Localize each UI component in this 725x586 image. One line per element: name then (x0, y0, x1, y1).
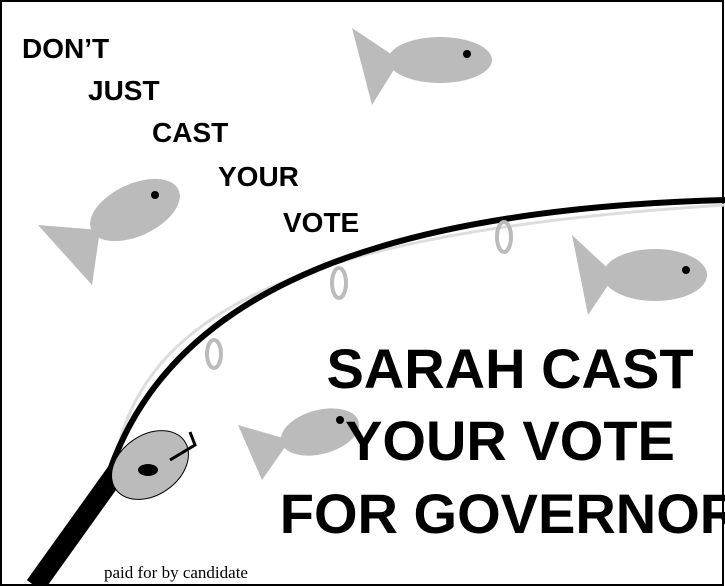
headline-line: YOUR VOTE (345, 409, 675, 472)
tagline-word: DON’T (22, 33, 109, 64)
fish-eye (463, 50, 471, 58)
tagline-word: VOTE (283, 207, 359, 238)
fish-eye (336, 416, 344, 424)
tagline-word: JUST (88, 75, 160, 106)
tagline-word: YOUR (218, 161, 299, 192)
headline-line: SARAH CAST (326, 337, 693, 400)
reel-knob (138, 464, 158, 476)
poster: DON’T JUST CAST YOUR VOTE SARAH CAST YOU… (0, 0, 725, 586)
headline-line: FOR GOVERNOR (280, 482, 725, 545)
fish-eye (682, 266, 690, 274)
disclaimer: paid for by candidate (104, 563, 248, 582)
fish-eye (151, 191, 159, 199)
tagline-word: CAST (152, 117, 228, 148)
